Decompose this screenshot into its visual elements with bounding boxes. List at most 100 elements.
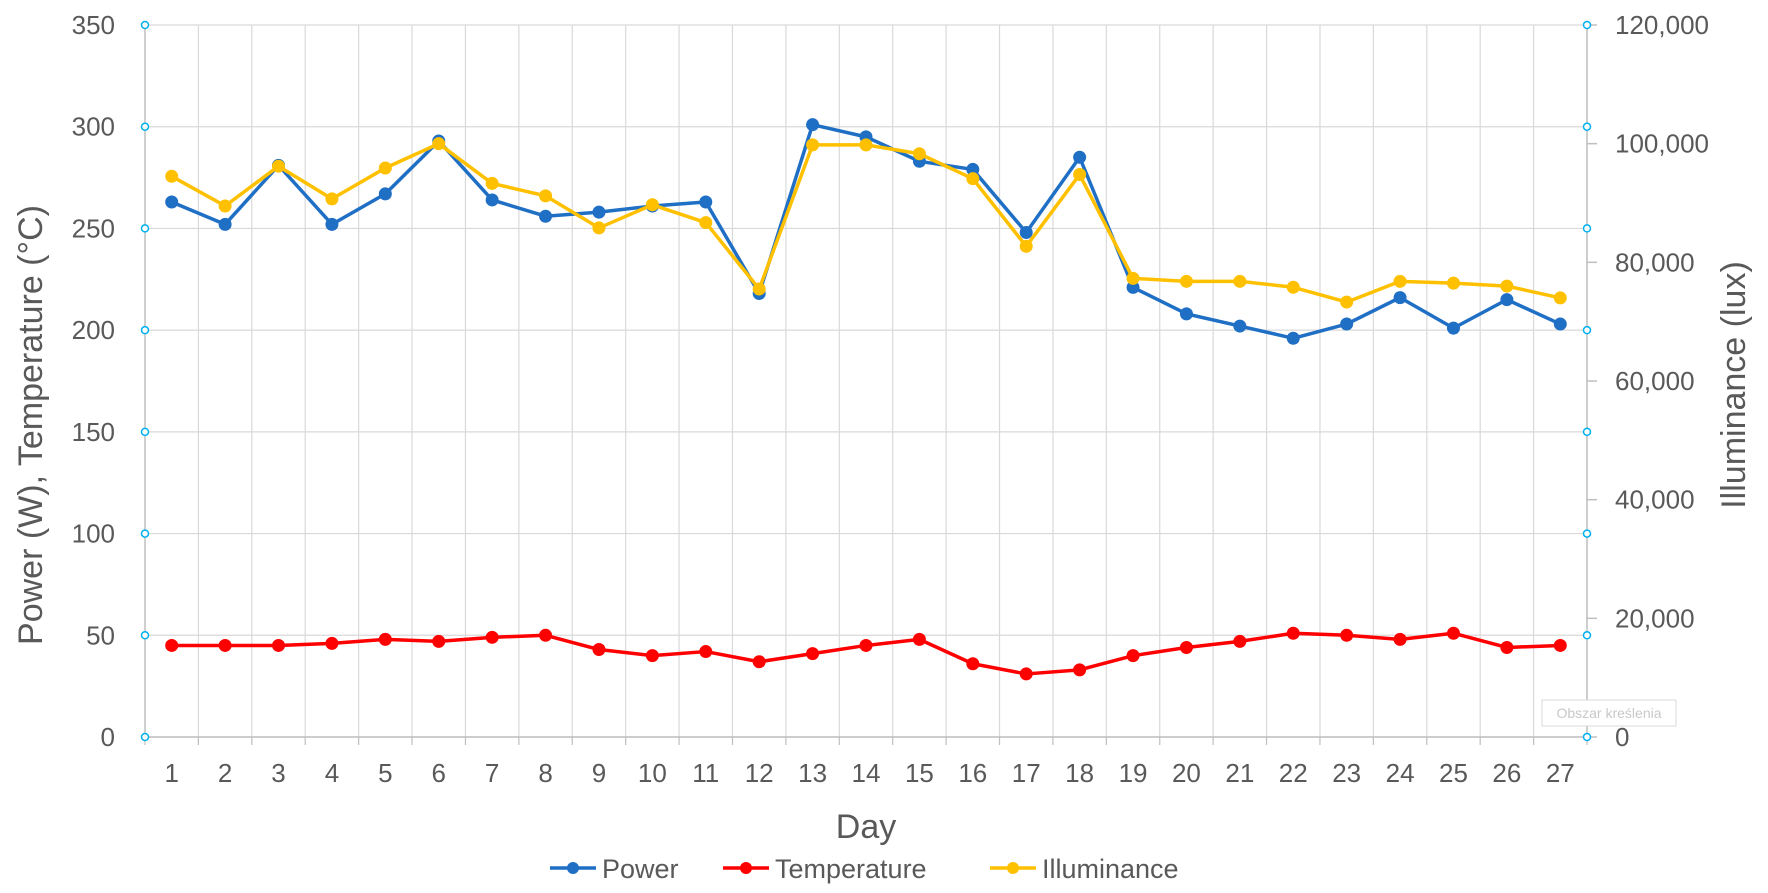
data-point-power bbox=[1019, 225, 1033, 239]
x-axis-tick-labels: 1 2 3 4 5 6 7 8 9 10 11 12 13 14 15 16 17 18 19 20 21 22 23 24 2… bbox=[164, 758, 1574, 788]
x-tick-label: 4 bbox=[325, 758, 339, 788]
x-tick-label: 20 bbox=[1172, 758, 1201, 788]
legend-item-temperature: Temperature bbox=[723, 854, 927, 884]
x-tick-label: 19 bbox=[1119, 758, 1148, 788]
data-point-temperature bbox=[1340, 628, 1354, 642]
y-tick-label: 200 bbox=[72, 315, 115, 345]
data-point-power bbox=[1393, 291, 1407, 305]
x-tick-label: 25 bbox=[1439, 758, 1468, 788]
data-point-power bbox=[1073, 150, 1087, 164]
data-point-temperature bbox=[1286, 626, 1300, 640]
data-point-temperature bbox=[1126, 649, 1140, 663]
selection-handle bbox=[1582, 529, 1592, 538]
data-point-power bbox=[699, 195, 713, 209]
data-point-temperature bbox=[966, 657, 980, 671]
x-tick-label: 16 bbox=[958, 758, 987, 788]
y2-tick-label: 100,000 bbox=[1615, 129, 1709, 159]
y2-tick-label: 20,000 bbox=[1615, 603, 1695, 633]
data-point-power bbox=[325, 217, 339, 231]
selection-handle bbox=[1582, 732, 1592, 742]
selection-handle bbox=[140, 224, 150, 233]
x-tick-label: 18 bbox=[1065, 758, 1094, 788]
data-point-illuminance bbox=[966, 172, 980, 186]
legend-item-illuminance: Illuminance bbox=[990, 854, 1179, 884]
y-tick-label: 0 bbox=[101, 722, 115, 752]
data-point-power bbox=[1340, 317, 1354, 331]
x-tick-label: 3 bbox=[271, 758, 285, 788]
data-point-power bbox=[485, 193, 499, 207]
data-point-temperature bbox=[1553, 638, 1567, 652]
series-line-power bbox=[171, 122, 1562, 341]
data-point-temperature bbox=[645, 649, 659, 663]
x-tick-label: 2 bbox=[218, 758, 232, 788]
data-point-illuminance bbox=[432, 137, 446, 151]
x-tick-label: 13 bbox=[798, 758, 827, 788]
data-point-temperature bbox=[378, 632, 392, 646]
legend-swatch-marker bbox=[567, 862, 579, 874]
data-point-power bbox=[539, 209, 553, 223]
data-point-illuminance bbox=[218, 199, 232, 213]
legend-item-power: Power bbox=[550, 854, 679, 884]
series-group bbox=[165, 118, 1567, 681]
selection-handle bbox=[140, 631, 150, 640]
series-temperature bbox=[165, 626, 1567, 681]
series-illuminance bbox=[165, 137, 1567, 309]
plot-area-tooltip: Obszar kreślenia bbox=[1541, 699, 1677, 727]
legend-label: Power bbox=[602, 854, 679, 884]
legend-swatch-marker bbox=[1007, 862, 1019, 874]
axes bbox=[144, 24, 1597, 745]
selection-handle bbox=[140, 325, 150, 335]
legend-label: Illuminance bbox=[1042, 854, 1179, 884]
data-point-power bbox=[378, 187, 392, 201]
data-point-temperature bbox=[165, 638, 179, 652]
x-tick-label: 6 bbox=[432, 758, 446, 788]
data-point-illuminance bbox=[752, 282, 766, 296]
y2-tick-label: 40,000 bbox=[1615, 485, 1695, 515]
data-point-temperature bbox=[539, 628, 553, 642]
data-point-power bbox=[218, 217, 232, 231]
data-point-temperature bbox=[485, 630, 499, 644]
selection-handle bbox=[140, 732, 150, 742]
x-tick-label: 10 bbox=[638, 758, 667, 788]
y2-tick-label: 60,000 bbox=[1615, 366, 1695, 396]
data-point-power bbox=[1179, 307, 1193, 321]
selection-handle bbox=[1582, 122, 1592, 131]
legend: Power Temperature Illuminance bbox=[550, 854, 1179, 884]
data-point-illuminance bbox=[1500, 279, 1514, 293]
x-tick-label: 11 bbox=[692, 758, 719, 788]
y-tick-label: 50 bbox=[86, 620, 115, 650]
data-point-temperature bbox=[806, 647, 820, 661]
selection-handle bbox=[1582, 325, 1592, 335]
y-tick-label: 250 bbox=[72, 213, 115, 243]
data-point-power bbox=[806, 118, 820, 132]
data-point-illuminance bbox=[272, 159, 286, 173]
data-point-temperature bbox=[272, 638, 286, 652]
y-axis-title: Power (W), Temperature (°C) bbox=[12, 205, 50, 645]
data-point-temperature bbox=[1500, 640, 1514, 654]
data-point-illuminance bbox=[325, 192, 339, 206]
y-tick-label: 350 bbox=[72, 10, 115, 40]
data-point-power bbox=[1286, 331, 1300, 345]
data-point-temperature bbox=[912, 632, 926, 646]
data-point-illuminance bbox=[1446, 276, 1460, 290]
y-tick-label: 100 bbox=[72, 519, 115, 549]
data-point-illuminance bbox=[1393, 274, 1407, 288]
selection-handle bbox=[1582, 427, 1592, 437]
selection-handle bbox=[140, 20, 150, 30]
data-point-illuminance bbox=[1340, 295, 1354, 309]
data-point-illuminance bbox=[1073, 168, 1087, 182]
x-tick-label: 7 bbox=[485, 758, 499, 788]
data-point-temperature bbox=[1073, 663, 1087, 677]
selection-handle bbox=[140, 427, 150, 437]
y2-tick-label: 120,000 bbox=[1615, 10, 1709, 40]
x-tick-label: 24 bbox=[1386, 758, 1415, 788]
data-point-temperature bbox=[432, 634, 446, 648]
y-tick-label: 150 bbox=[72, 417, 115, 447]
x-tick-label: 9 bbox=[592, 758, 606, 788]
data-point-illuminance bbox=[859, 138, 873, 152]
x-tick-label: 5 bbox=[378, 758, 392, 788]
x-axis-title: Day bbox=[836, 808, 896, 846]
data-point-temperature bbox=[1446, 626, 1460, 640]
right-axis-tick-labels: 0 20,000 40,000 60,000 80,000 100,000 120,000 bbox=[1615, 10, 1709, 752]
